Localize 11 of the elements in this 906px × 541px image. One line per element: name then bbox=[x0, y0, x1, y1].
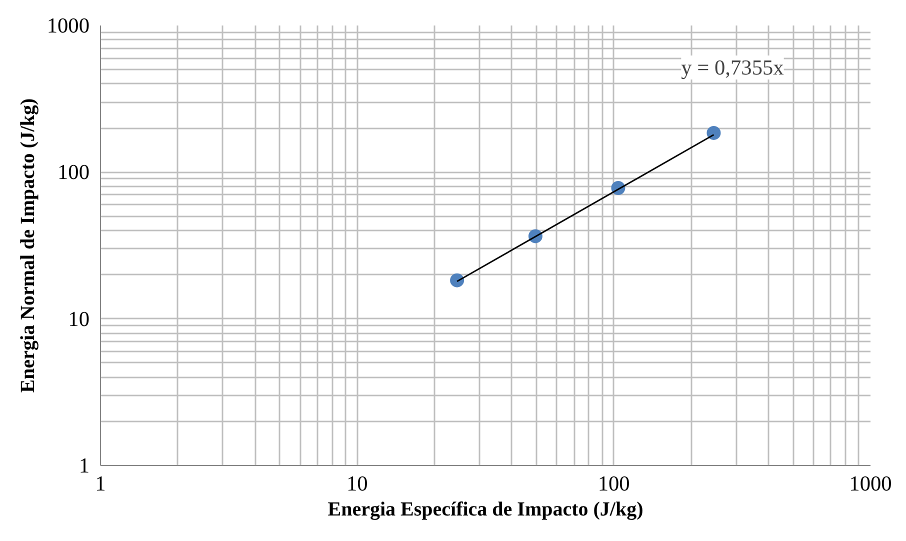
annotation: y = 0,7355x bbox=[681, 56, 784, 80]
y-tick-label: 1 bbox=[78, 454, 90, 478]
y-tick-label: 10 bbox=[68, 306, 90, 331]
y-tick-label: 100 bbox=[58, 160, 90, 184]
y-axis-title: Energia Normal de Impacto (J/kg) bbox=[16, 98, 39, 393]
x-tick-label: 100 bbox=[598, 472, 630, 496]
x-axis-title: Energia Específica de Impacto (J/kg) bbox=[328, 498, 644, 520]
x-tick-label: 10 bbox=[346, 472, 368, 496]
x-tick-label: 1000 bbox=[849, 472, 892, 496]
x-tick-label: 1 bbox=[95, 472, 106, 496]
y-tick-label: 1000 bbox=[46, 14, 90, 38]
